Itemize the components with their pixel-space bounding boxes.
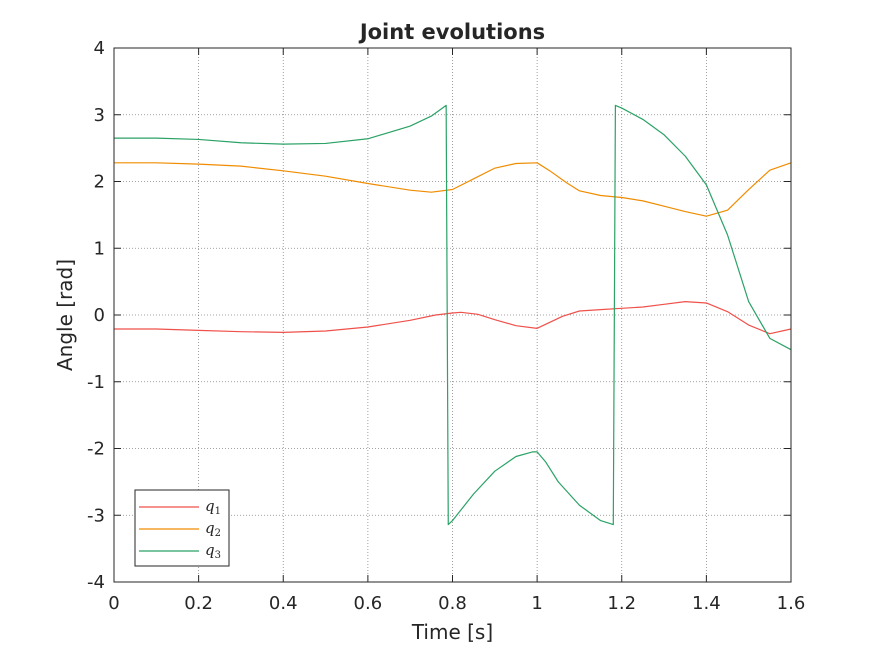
legend-label-subscript: 3 — [215, 550, 221, 561]
legend-label-base: q — [205, 519, 215, 537]
y-axis-label: Angle [rad] — [53, 259, 77, 371]
legend-label-base: q — [205, 497, 215, 515]
x-tick-label: 0.8 — [438, 593, 467, 614]
x-tick-label: 1.2 — [607, 593, 636, 614]
x-tick-label: 0.6 — [354, 593, 383, 614]
legend-label: q1 — [205, 497, 221, 517]
y-tick-label: -1 — [87, 372, 105, 393]
y-tick-label: -4 — [87, 572, 105, 593]
grid-lines — [114, 48, 791, 582]
y-tick-label: -2 — [87, 439, 105, 460]
chart-title: Joint evolutions — [358, 20, 545, 44]
legend-box — [134, 489, 230, 567]
x-tick-label: 0.2 — [184, 593, 213, 614]
legend-label: q2 — [205, 519, 221, 539]
y-tick-label: 4 — [94, 38, 105, 59]
x-tick-label: 1 — [531, 593, 542, 614]
tick-marks — [113, 47, 792, 583]
legend-label-subscript: 2 — [215, 528, 221, 539]
y-tick-label: 1 — [94, 238, 105, 259]
x-tick-label: 1.4 — [692, 593, 721, 614]
legend-label: q3 — [205, 541, 221, 561]
tick-labels: 0 0.2 0.4 0.6 0.8 1 1.2 1.4 1.6 -4 -3 -2 -1 0 1 2 3 4 — [87, 38, 805, 614]
y-tick-label: -3 — [87, 505, 105, 526]
y-tick-label: 3 — [94, 105, 105, 126]
series-line-q3 — [114, 104, 792, 526]
x-tick-label: 0.4 — [269, 593, 298, 614]
legend-label-base: q — [205, 541, 215, 559]
y-tick-label: 2 — [94, 172, 105, 193]
y-tick-label: 0 — [94, 305, 105, 326]
x-axis-label: Time [s] — [411, 620, 493, 644]
series-lines — [114, 104, 792, 526]
x-tick-label: 1.6 — [777, 593, 806, 614]
legend-label-subscript: 1 — [215, 506, 221, 517]
series-line-q1 — [114, 301, 792, 335]
x-tick-label: 0 — [108, 593, 119, 614]
series-line-q2 — [114, 162, 792, 217]
